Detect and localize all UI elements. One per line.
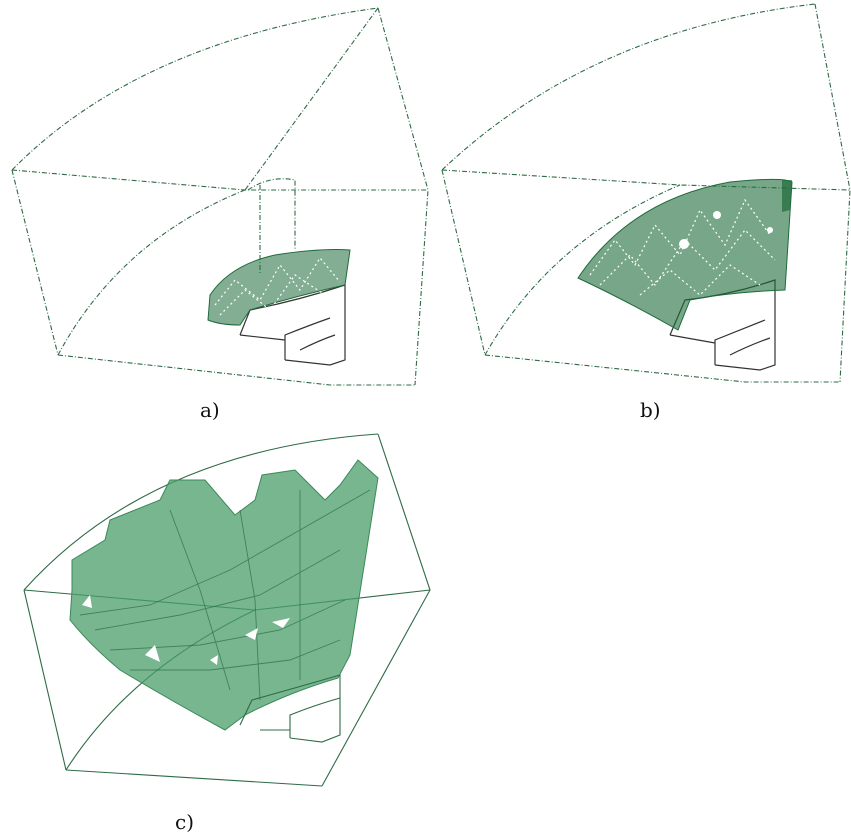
panel-a-step-block xyxy=(239,284,346,366)
panel-b-mesh-strip xyxy=(782,180,792,212)
panel-b-mesh-hole-3 xyxy=(767,227,773,233)
panel-c-mesh-surface xyxy=(69,459,379,731)
panel-b-drawing xyxy=(441,3,851,383)
panel-a-bottom xyxy=(57,354,415,386)
panel-b-caption: b) xyxy=(640,398,661,422)
panel-c: c) xyxy=(0,430,440,839)
panel-b-bottom xyxy=(484,354,840,383)
panel-b-left-edge xyxy=(441,169,486,356)
panel-b-right-edge xyxy=(814,3,851,383)
panel-c-mesh-hole-4 xyxy=(272,618,290,628)
panel-b: b) xyxy=(430,0,851,430)
panel-a-left-edge xyxy=(11,169,59,356)
panel-c-caption: c) xyxy=(175,810,195,834)
panel-a-inner-arc xyxy=(57,189,246,356)
panel-a-diagonal xyxy=(244,7,379,191)
panel-b-outer-arc-top xyxy=(441,3,816,171)
panel-b-mesh-hole-1 xyxy=(679,239,689,249)
panel-a-outer-arc-top xyxy=(11,7,379,171)
panel-c-mesh-hole-5 xyxy=(210,655,218,665)
panel-a-mesh-texture xyxy=(214,256,341,316)
panel-a-right-edge xyxy=(377,7,429,386)
panel-c-left-edge xyxy=(23,589,67,771)
panel-a-caption: a) xyxy=(200,398,220,422)
panel-a-mesh-surface xyxy=(207,249,351,326)
panel-a: a) xyxy=(0,0,430,430)
panel-b-inner-arc xyxy=(484,184,681,356)
panel-c-mesh-hole-1 xyxy=(82,595,92,608)
panel-b-mesh-hole-2 xyxy=(713,211,721,219)
panel-a-mid-horizontal xyxy=(11,169,428,191)
panel-c-step-block xyxy=(239,674,341,743)
panel-c-mesh-hole-2 xyxy=(145,645,160,662)
panel-c-drawing xyxy=(23,433,431,787)
panel-c-mesh-hole-3 xyxy=(245,628,258,640)
panel-b-mesh-surface xyxy=(577,178,793,331)
panel-b-mid-horizontal xyxy=(441,169,851,191)
panel-c-mesh-texture xyxy=(79,489,371,701)
panel-a-drawing xyxy=(11,7,429,386)
panel-c-bottom xyxy=(65,769,323,787)
